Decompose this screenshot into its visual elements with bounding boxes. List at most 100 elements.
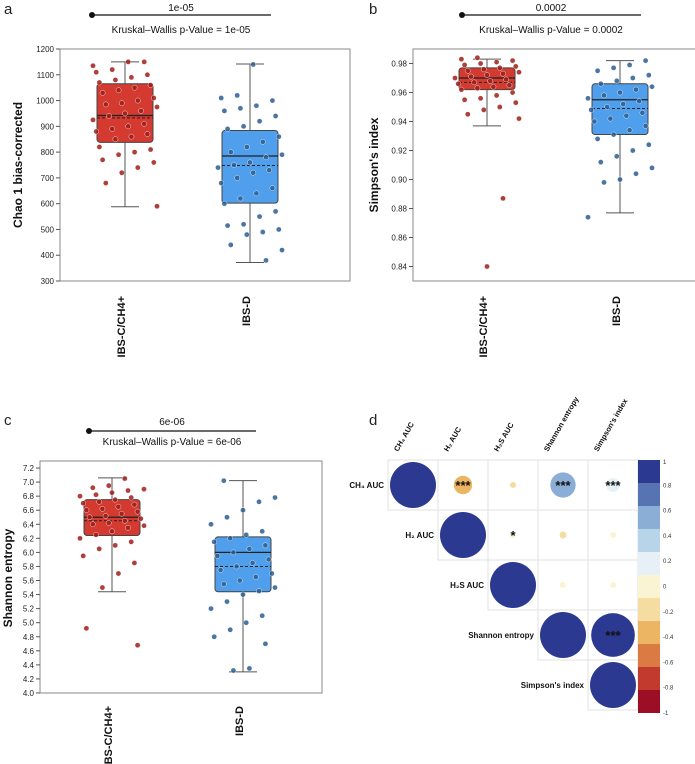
data-point-b-1-19 [607, 115, 614, 122]
data-point-c-0-19 [86, 514, 93, 521]
col-label-3: Shannon entropy [542, 394, 581, 453]
data-point-b-0-25 [477, 95, 484, 102]
data-point-b-0-7 [496, 65, 503, 71]
data-point-b-1-21 [642, 123, 649, 129]
ytick-label-a-5: 800 [41, 148, 55, 157]
corr-circle-0-4 [606, 478, 620, 492]
ytick-label-c-4: 4.8 [23, 633, 35, 642]
data-point-b-0-19 [506, 82, 513, 89]
data-point-a-0-30 [147, 146, 154, 153]
data-point-a-0-16 [103, 101, 109, 108]
data-point-b-0-20 [490, 83, 497, 90]
data-point-c-1-11 [246, 546, 253, 552]
data-point-a-1-28 [272, 208, 279, 215]
data-point-b-1-20 [591, 118, 598, 125]
data-point-b-0-27 [513, 99, 519, 106]
colorbar-tick-5: 0 [663, 585, 667, 591]
data-point-b-1-5 [630, 75, 636, 81]
corr-significance-3-4: *** [605, 628, 621, 643]
data-point-c-1-22 [272, 584, 278, 591]
data-point-c-1-0 [220, 477, 227, 484]
colorbar-tick-8: -0.6 [663, 660, 674, 666]
data-point-a-1-36 [279, 247, 285, 253]
data-point-c-1-32 [246, 665, 253, 672]
data-point-c-0-7 [77, 493, 83, 499]
colorbar: 1 0.8 0.6 0.4 0.2 0 -0.2 -0.4 -0.6 -0.8 -1 [638, 460, 674, 717]
data-point-c-1-30 [211, 633, 217, 640]
data-point-b-0-0 [474, 54, 481, 61]
data-point-a-1-35 [227, 242, 234, 248]
ytick-label-c-9: 5.8 [23, 562, 35, 571]
data-point-c-1-8 [227, 535, 233, 542]
data-point-c-0-4 [125, 487, 131, 494]
data-point-b-0-15 [503, 76, 510, 83]
data-point-b-0-2 [509, 57, 516, 64]
data-point-c-0-6 [93, 491, 99, 498]
data-point-b-1-17 [639, 110, 646, 116]
data-point-a-1-37 [263, 257, 269, 264]
colorbar-tick-2: 0.6 [663, 509, 672, 515]
data-point-a-1-14 [227, 149, 234, 155]
data-point-c-0-14 [99, 506, 106, 512]
data-point-b-0-5 [461, 62, 468, 68]
data-point-a-1-17 [247, 159, 253, 166]
colorbar-segment-4 [638, 552, 660, 575]
data-point-c-0-12 [131, 501, 138, 508]
ytick-label-b-0: 0.84 [391, 263, 407, 272]
data-point-a-0-28 [112, 136, 119, 143]
row-label-3: Shannon entropy [468, 631, 534, 640]
ytick-label-a-4: 700 [41, 174, 55, 183]
corr-circle-0-0 [390, 462, 436, 508]
data-point-c-1-5 [208, 521, 214, 528]
bracket-dot-a [89, 12, 95, 18]
data-point-a-0-17 [154, 104, 160, 110]
data-point-b-0-30 [464, 111, 471, 118]
ytick-label-c-8: 5.6 [23, 577, 35, 586]
data-point-b-0-33 [484, 263, 490, 270]
plot-frame-a [59, 48, 351, 282]
data-point-a-1-3 [269, 97, 276, 104]
colorbar-tick-7: -0.4 [663, 635, 674, 641]
colorbar-tick-0: 1 [663, 460, 667, 466]
xlabel-b-1: IBS-D [611, 296, 623, 326]
correlation-grid [387, 459, 639, 711]
data-point-a-0-4 [93, 69, 99, 75]
data-point-a-0-24 [109, 126, 115, 132]
xlabel-a-0: IBS-C/CH4+ [116, 296, 128, 357]
data-point-b-0-31 [516, 115, 522, 122]
colorbar-tick-10: -1 [663, 711, 669, 717]
ytick-label-c-11: 6.2 [23, 534, 35, 543]
data-point-a-1-19 [215, 164, 221, 171]
data-point-c-0-20 [137, 515, 144, 522]
data-point-a-0-29 [96, 144, 103, 150]
data-point-a-0-33 [99, 157, 106, 163]
data-point-a-1-16 [263, 154, 269, 161]
data-point-a-0-0 [90, 62, 96, 69]
data-point-c-0-31 [96, 546, 102, 552]
corr-circle-1-2 [510, 532, 516, 538]
data-point-c-0-29 [128, 539, 134, 545]
ytick-label-c-16: 7.2 [23, 464, 35, 473]
colorbar-segment-0 [638, 460, 660, 483]
data-point-b-1-28 [598, 159, 604, 165]
data-point-b-1-1 [626, 62, 633, 68]
data-point-a-1-1 [234, 92, 240, 99]
data-point-c-1-14 [265, 556, 272, 563]
row-label-4: Simpson's index [521, 681, 585, 690]
data-point-c-1-24 [240, 591, 246, 598]
bracket-label-b: 0.0002 [536, 3, 567, 14]
data-point-c-0-30 [112, 542, 118, 549]
data-point-c-1-28 [243, 619, 249, 626]
data-point-b-1-0 [642, 57, 649, 64]
data-point-c-0-15 [83, 507, 90, 514]
colorbar-tick-1: 0.8 [663, 483, 672, 489]
data-point-a-1-32 [275, 226, 282, 233]
data-point-a-0-18 [138, 108, 144, 114]
data-point-c-1-27 [259, 612, 266, 619]
data-point-a-0-37 [103, 180, 109, 186]
data-point-c-1-3 [240, 507, 246, 514]
panel-b: b 0.0002 Kruskal–Wallis p-Value = 0.0002… [367, 1, 695, 357]
box-group-b-1 [585, 57, 655, 220]
bracket-dot-c [86, 428, 92, 434]
corr-circle-3-4 [591, 613, 635, 657]
